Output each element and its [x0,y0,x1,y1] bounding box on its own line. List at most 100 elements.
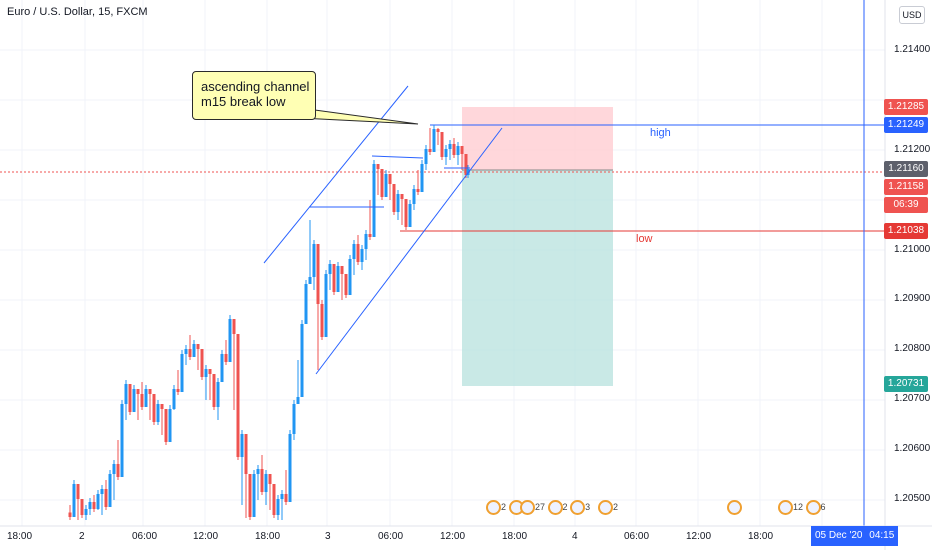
y-tick-label: 1.20500 [894,493,931,504]
candle-body [168,409,172,442]
candle-body [380,169,384,197]
candle-body [352,244,356,259]
candle-body [372,164,376,237]
high-label: high [650,127,671,139]
entry-price-tag: 1.21160 [884,161,928,177]
candle-body [340,266,344,274]
candle-body [184,349,188,354]
candle-body [108,474,112,507]
candle-body [88,502,92,509]
candle-body [100,489,104,494]
candle-body [420,164,424,192]
candle-body [152,394,156,422]
candle-body [452,144,456,155]
candle-body [396,194,400,212]
candle-body [424,149,428,164]
candle-body [240,434,244,457]
channel-lower-line[interactable] [315,127,503,375]
currency-button[interactable]: USD [899,6,925,24]
candle-body [104,489,108,507]
annotation-callout[interactable]: ascending channel m15 break low [192,71,316,120]
event-marker[interactable]: 27 2 3 [520,500,590,515]
candle-body [360,249,364,262]
candle-body [288,434,292,502]
y-tick-label: 1.20600 [894,443,931,454]
candle-body [112,464,116,474]
candle-body [244,434,248,474]
candle-body [284,494,288,502]
candle-body [260,469,264,492]
x-tick-label: 18:00 [7,531,33,542]
y-tick-label: 1.21200 [894,144,931,155]
x-tick-label: 18:00 [502,531,528,542]
candle-body [212,374,216,407]
symbol-title[interactable]: Euro / U.S. Dollar, 15, FXCM [7,6,148,18]
candle-body [196,344,200,349]
candle-body [444,149,448,157]
channel-upper-line[interactable] [263,85,409,264]
candle-body [320,304,324,337]
candle-body [124,384,128,404]
low-price-tag: 1.21038 [884,223,928,239]
candles [68,125,470,520]
candle-body [348,259,352,295]
high-price-tag: 1.21249 [884,117,928,133]
candle-body [144,389,148,407]
candle-body [408,204,412,227]
x-tick-label: 4 [572,531,578,542]
candle-body [164,409,168,442]
calendar-event-icon [486,500,501,515]
candle-body [192,344,196,357]
crosshair-time-label: 05 Dec '20 04:15 [811,526,899,546]
x-tick-label: 2 [79,531,85,542]
candle-body [400,194,404,199]
candle-body [136,389,140,394]
candle-body [308,277,312,284]
take-profit-zone[interactable] [462,170,613,386]
candle-body [364,234,368,249]
candle-body [68,512,72,517]
candle-body [388,174,392,184]
candle-body [392,184,396,212]
candle-body [456,146,460,155]
swing-line-2[interactable] [371,155,424,159]
candle-body [268,474,272,484]
candle-body [416,189,420,192]
candle-body [440,132,444,157]
candle-body [460,146,464,154]
y-tick-label: 1.20900 [894,293,931,304]
x-tick-label: 06:00 [132,531,158,542]
candle-body [248,474,252,517]
stop-price-tag: 1.21285 [884,99,928,115]
candle-body [140,394,144,407]
candle-body [404,199,408,227]
event-marker[interactable]: 2 [598,500,618,515]
candle-body [332,264,336,292]
stop-loss-zone[interactable] [462,107,613,170]
candle-body [156,404,160,422]
candle-body [304,284,308,324]
annotation-pointer [299,107,419,125]
y-tick-label: 1.20700 [894,393,931,404]
candle-body [188,349,192,357]
candle-body [296,397,300,404]
candle-body [256,469,260,474]
candle-body [72,484,76,517]
x-tick-label: 06:00 [624,531,650,542]
candle-body [368,234,372,237]
event-marker[interactable]: 12 6 [778,500,826,515]
candle-body [280,494,284,499]
event-marker[interactable] [727,500,742,515]
x-tick-label: 18:00 [748,531,774,542]
x-tick-label: 12:00 [193,531,219,542]
grid-lines [0,0,885,526]
calendar-event-icon [598,500,613,515]
candle-body [324,274,328,337]
candle-body [132,389,136,412]
candle-body [176,389,180,392]
candle-body [236,334,240,457]
candle-body [80,499,84,515]
candle-body [252,474,256,517]
